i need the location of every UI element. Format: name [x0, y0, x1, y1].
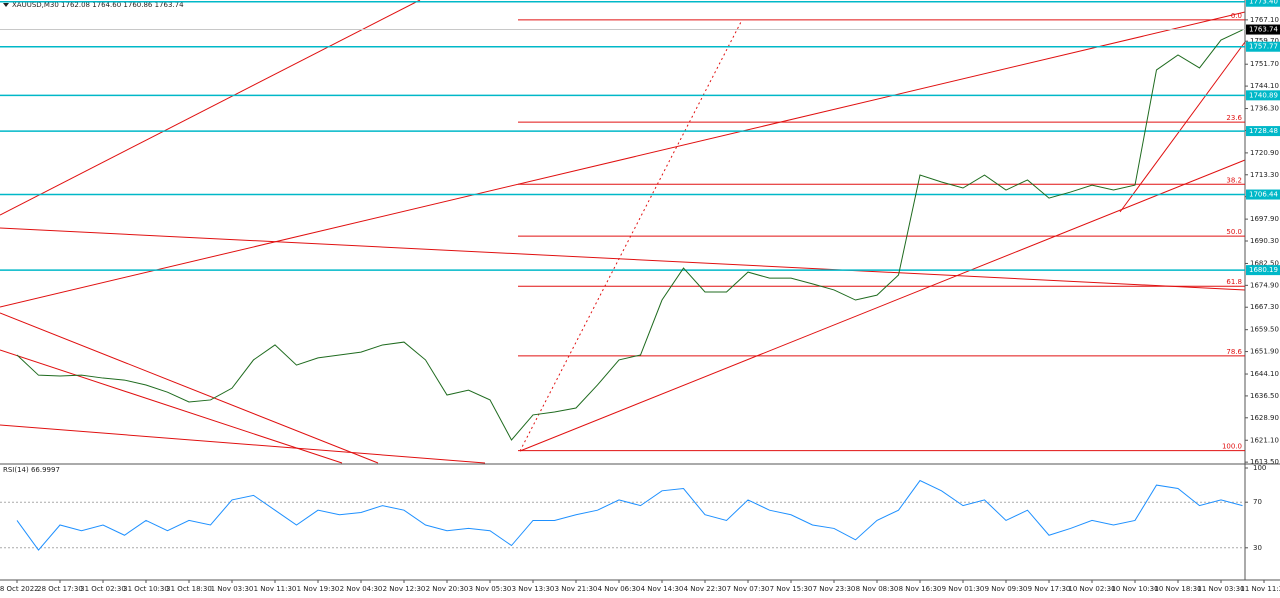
level-tag	[1246, 265, 1280, 276]
y-tick-label: 1744.10	[1250, 82, 1279, 90]
x-tick-label: 9 Nov 09:30	[985, 585, 1028, 593]
current-price-label: 1763.74	[1249, 26, 1278, 34]
level-tag	[1246, 189, 1280, 200]
fib-label: 38.2	[1226, 176, 1242, 184]
x-tick-label: 10 Nov 10:30	[1111, 585, 1158, 593]
trend-line	[1119, 41, 1246, 213]
x-tick-label: 1 Nov 19:30	[297, 585, 340, 593]
x-tick-label: 1 Nov 11:30	[254, 585, 297, 593]
menu-arrow[interactable]	[3, 3, 9, 7]
x-tick-label: 7 Nov 15:30	[770, 585, 813, 593]
level-label: 1740.89	[1249, 91, 1278, 99]
current-price-tag	[1246, 24, 1280, 35]
trend-line	[0, 0, 421, 216]
x-tick-label: 1 Nov 03:30	[211, 585, 254, 593]
x-tick-label: 31 Oct 10:30	[123, 585, 169, 593]
y-tick-label: 1767.10	[1250, 16, 1279, 24]
y-tick-label: 1628.90	[1250, 414, 1279, 422]
level-tag	[1246, 90, 1280, 101]
level-label: 1773.40	[1249, 0, 1278, 6]
y-tick-label: 1674.90	[1250, 281, 1279, 289]
x-tick-label: 10 Nov 02:30	[1068, 585, 1115, 593]
x-tick-label: 31 Oct 02:30	[80, 585, 126, 593]
trend-line	[0, 11, 1246, 308]
x-tick-label: 11 Nov 11:30	[1240, 585, 1280, 593]
y-tick-label: 1736.30	[1250, 105, 1279, 113]
rsi-y-tick-label: 70	[1253, 498, 1262, 506]
x-tick-label: 4 Nov 14:30	[641, 585, 684, 593]
y-tick-label: 1651.90	[1250, 348, 1279, 356]
x-tick-label: 4 Nov 22:30	[684, 585, 727, 593]
y-tick-label: 1751.70	[1250, 60, 1279, 68]
fib-label: 61.8	[1226, 278, 1242, 286]
level-tag	[1246, 126, 1280, 137]
y-tick-label: 1690.30	[1250, 237, 1279, 245]
level-tag	[1246, 41, 1280, 52]
chart-title: XAUUSD,M30 1762.08 1764.60 1760.86 1763.…	[12, 1, 184, 9]
x-tick-label: 2 Nov 20:30	[426, 585, 469, 593]
x-tick-label: 3 Nov 21:30	[555, 585, 598, 593]
level-label: 1706.44	[1249, 191, 1278, 199]
fib-label: 50.0	[1226, 228, 1242, 236]
y-tick-label: 1713.30	[1250, 171, 1279, 179]
x-tick-label: 2 Nov 12:30	[383, 585, 426, 593]
x-tick-label: 3 Nov 05:30	[469, 585, 512, 593]
x-tick-label: 28 Oct 2022	[0, 585, 39, 593]
y-tick-label: 1759.70	[1250, 37, 1279, 45]
y-tick-label: 1682.50	[1250, 259, 1279, 267]
x-tick-label: 8 Nov 08:30	[856, 585, 899, 593]
price-line	[16, 29, 1243, 441]
level-tag	[1246, 0, 1280, 7]
fib-label: 0.0	[1231, 12, 1242, 20]
x-tick-label: 11 Nov 03:30	[1197, 585, 1244, 593]
level-label: 1757.77	[1249, 43, 1278, 51]
x-tick-label: 10 Nov 18:30	[1154, 585, 1201, 593]
x-tick-label: 31 Oct 18:30	[166, 585, 212, 593]
trend-line	[0, 227, 1246, 291]
fib-label: 23.6	[1226, 114, 1242, 122]
rsi-title: RSI(14) 66.9997	[3, 466, 60, 474]
trend-line	[0, 349, 343, 464]
fib-label: 78.6	[1226, 348, 1242, 356]
x-tick-label: 9 Nov 01:30	[942, 585, 985, 593]
x-tick-label: 7 Nov 23:30	[813, 585, 856, 593]
rsi-y-tick-label: 30	[1253, 544, 1262, 552]
y-tick-label: 1667.30	[1250, 303, 1279, 311]
x-tick-label: 9 Nov 17:30	[1028, 585, 1071, 593]
level-label: 1680.19	[1249, 266, 1278, 274]
y-tick-label: 1636.50	[1250, 392, 1279, 400]
y-tick-label: 1697.90	[1250, 215, 1279, 223]
y-tick-label: 1613.50	[1250, 458, 1279, 466]
y-tick-label: 1621.10	[1250, 436, 1279, 444]
x-tick-label: 28 Oct 17:30	[37, 585, 83, 593]
x-tick-label: 3 Nov 13:30	[512, 585, 555, 593]
rsi-line	[16, 479, 1243, 551]
x-tick-label: 4 Nov 06:30	[598, 585, 641, 593]
level-label: 1728.48	[1249, 127, 1278, 135]
y-tick-label: 1659.50	[1250, 326, 1279, 334]
trend-line	[0, 312, 379, 464]
trend-line	[0, 424, 486, 464]
trend-line	[519, 159, 1246, 452]
trend-line	[519, 19, 743, 452]
fib-label: 100.0	[1222, 443, 1242, 451]
x-tick-label: 2 Nov 04:30	[340, 585, 383, 593]
trend-lines	[0, 0, 1246, 464]
rsi-y-tick-label: 100	[1253, 464, 1266, 472]
x-tick-label: 7 Nov 07:30	[727, 585, 770, 593]
y-tick-label: 1644.10	[1250, 370, 1279, 378]
y-tick-label: 1720.90	[1250, 149, 1279, 157]
x-tick-label: 8 Nov 16:30	[899, 585, 942, 593]
